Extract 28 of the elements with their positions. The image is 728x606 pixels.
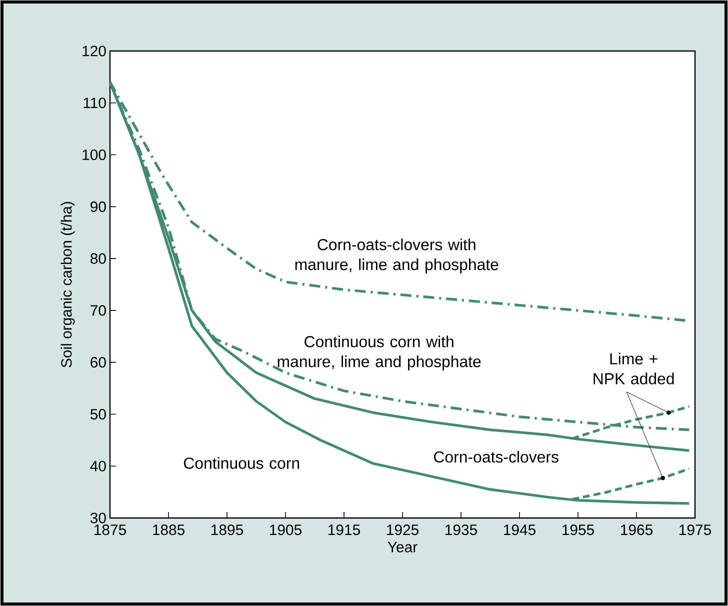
x-tick-label: 1875 bbox=[94, 524, 126, 536]
x-tick-label: 1895 bbox=[212, 524, 243, 536]
y-tick-label: 60 bbox=[90, 357, 106, 368]
x-tick-label: 1925 bbox=[387, 524, 418, 536]
series-label: Continuous corn with manure, lime and phosphate bbox=[278, 336, 481, 370]
y-tick-label: 70 bbox=[90, 305, 106, 316]
x-tick-label: 1975 bbox=[680, 524, 711, 536]
y-tick-label: 120 bbox=[82, 46, 106, 56]
y-tick-label: 110 bbox=[84, 98, 106, 108]
x-tick-label: 1965 bbox=[621, 524, 652, 536]
y-axis-title: Soil organic carbon (t/ha) bbox=[60, 202, 75, 368]
x-tick-label: 1915 bbox=[328, 524, 360, 536]
x-tick-label: 1885 bbox=[153, 524, 184, 536]
x-tick-label: 1905 bbox=[270, 524, 302, 536]
series-label: Corn-oats-clovers bbox=[434, 450, 558, 463]
x-tick-label: 1945 bbox=[504, 524, 536, 536]
y-tick-label: 90 bbox=[90, 201, 106, 212]
annotation: Lime + NPK added bbox=[594, 352, 674, 384]
y-tick-label: 50 bbox=[90, 408, 106, 420]
y-tick-label: 30 bbox=[90, 512, 106, 524]
x-tick-label: 1935 bbox=[446, 524, 477, 536]
series-label: Corn-oats-clovers with manure, lime and phosphate bbox=[295, 238, 498, 274]
y-tick-label: 100 bbox=[82, 149, 106, 160]
y-tick-label: 40 bbox=[90, 460, 106, 472]
x-tick-label: 1955 bbox=[562, 524, 594, 536]
x-axis-title: Year bbox=[388, 542, 418, 552]
y-tick-label: 80 bbox=[90, 253, 106, 264]
series-label: Continuous corn bbox=[184, 457, 300, 469]
